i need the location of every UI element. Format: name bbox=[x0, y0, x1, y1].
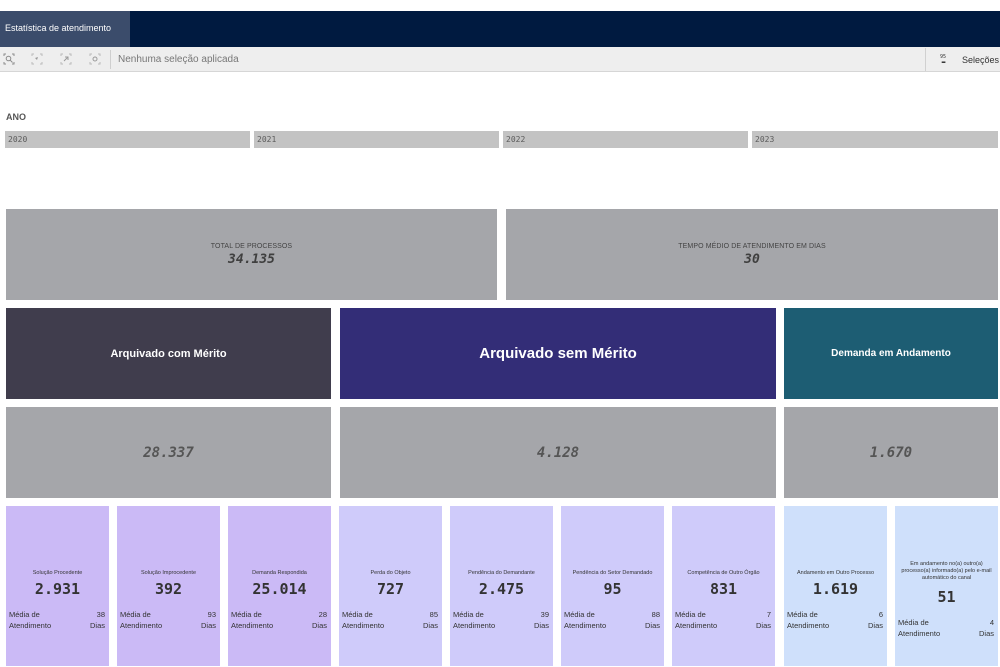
detail-card: Pendência do Demandante 2.475 Média de A… bbox=[450, 506, 553, 666]
category-value: 4.128 bbox=[536, 444, 580, 461]
kpi-value: 34.135 bbox=[228, 251, 275, 267]
clear-selections-icon[interactable] bbox=[88, 52, 102, 66]
lasso-icon[interactable] bbox=[30, 52, 44, 66]
detail-card-dias: 88 Dias bbox=[644, 610, 660, 630]
detail-card-dias: 39 Dias bbox=[533, 610, 549, 630]
detail-card-value: 1.619 bbox=[812, 580, 859, 598]
step-back-icon[interactable] bbox=[59, 52, 73, 66]
detail-card-title: Competência de Outro Órgão bbox=[687, 570, 760, 576]
category-arquivado-sem-merito: Arquivado sem Mérito bbox=[340, 308, 776, 399]
detail-card-title: Andamento em Outro Processo bbox=[796, 570, 875, 576]
detail-card-media-label: Média de Atendimento bbox=[9, 610, 52, 630]
detail-card: Solução Procedente 2.931 Média de Atendi… bbox=[6, 506, 109, 666]
detail-card-value: 51 bbox=[937, 588, 956, 606]
year-filter-label: ANO bbox=[6, 112, 26, 122]
detail-card: Solução Improcedente 392 Média de Atendi… bbox=[117, 506, 220, 666]
detail-card-value: 727 bbox=[376, 580, 405, 598]
detail-card-dias: 85 Dias bbox=[422, 610, 438, 630]
detail-card-value: 25.014 bbox=[252, 580, 307, 598]
detail-card-media-label: Média de Atendimento bbox=[453, 610, 496, 630]
category-value-box: 1.670 bbox=[784, 407, 998, 498]
detail-card-media-label: Média de Atendimento bbox=[564, 610, 607, 630]
detail-card-dias: 38 Dias bbox=[89, 610, 105, 630]
detail-card-media-label: Média de Atendimento bbox=[231, 610, 274, 630]
kpi-title: TEMPO MÉDIO DE ATENDIMENTO EM DIAS bbox=[678, 242, 826, 250]
detail-card-title: Pendência do Demandante bbox=[468, 570, 535, 576]
detail-card: Andamento em Outro Processo 1.619 Média … bbox=[784, 506, 887, 666]
year-option-2021[interactable]: 2021 bbox=[254, 131, 499, 148]
kpi-title: TOTAL DE PROCESSOS bbox=[210, 242, 293, 250]
detail-card: Pendência do Setor Demandado 95 Média de… bbox=[561, 506, 664, 666]
toolbar-divider bbox=[925, 48, 926, 71]
detail-card-title: Solução Procedente bbox=[32, 570, 83, 576]
detail-card-dias: 93 Dias bbox=[200, 610, 216, 630]
detail-card-dias: 6 Dias bbox=[867, 610, 883, 630]
selections-grid-count: 95 bbox=[939, 53, 947, 60]
detail-card-media-label: Média de Atendimento bbox=[898, 618, 941, 638]
selections-grid-icon[interactable]: 95 ▪▪▪ bbox=[939, 53, 947, 66]
detail-card-dias: 4 Dias bbox=[978, 618, 994, 638]
detail-card-media-label: Média de Atendimento bbox=[120, 610, 163, 630]
detail-card-dias: 7 Dias bbox=[755, 610, 771, 630]
detail-card-value: 2.475 bbox=[478, 580, 525, 598]
detail-card-media-label: Média de Atendimento bbox=[675, 610, 718, 630]
detail-card: Demanda Respondida 25.014 Média de Atend… bbox=[228, 506, 331, 666]
year-option-2023[interactable]: 2023 bbox=[752, 131, 998, 148]
kpi-value: 30 bbox=[744, 251, 760, 267]
category-value-box: 4.128 bbox=[340, 407, 776, 498]
category-demanda-em-andamento: Demanda em Andamento bbox=[784, 308, 998, 399]
toolbar-divider bbox=[110, 50, 111, 69]
detail-card-value: 392 bbox=[154, 580, 183, 598]
detail-card-title: Pendência do Setor Demandado bbox=[572, 570, 653, 576]
kpi-total-processos: TOTAL DE PROCESSOS 34.135 bbox=[6, 209, 497, 300]
detail-card: Perda do Objeto 727 Média de Atendimento… bbox=[339, 506, 442, 666]
year-option-2022[interactable]: 2022 bbox=[503, 131, 748, 148]
detail-card-title: Em andamento no(a) outro(a) processo(a) … bbox=[901, 561, 992, 581]
selection-status-text: Nenhuma seleção aplicada bbox=[118, 54, 239, 65]
detail-card-value: 2.931 bbox=[34, 580, 81, 598]
top-navigation-bar bbox=[0, 11, 1000, 47]
detail-card-title: Solução Improcedente bbox=[140, 570, 197, 576]
detail-card-media-label: Média de Atendimento bbox=[342, 610, 385, 630]
selections-toolbar bbox=[0, 47, 1000, 72]
category-value: 1.670 bbox=[869, 444, 913, 461]
sheet-title-tab[interactable]: Estatística de atendimento bbox=[0, 11, 130, 47]
detail-card: Em andamento no(a) outro(a) processo(a) … bbox=[895, 506, 998, 666]
detail-card-value: 95 bbox=[603, 580, 622, 598]
kpi-tempo-medio: TEMPO MÉDIO DE ATENDIMENTO EM DIAS 30 bbox=[506, 209, 998, 300]
smart-search-icon[interactable] bbox=[2, 52, 16, 66]
category-arquivado-com-merito: Arquivado com Mérito bbox=[6, 308, 331, 399]
detail-card: Competência de Outro Órgão 831 Média de … bbox=[672, 506, 775, 666]
selections-button[interactable]: Seleções bbox=[962, 55, 1000, 65]
year-option-2020[interactable]: 2020 bbox=[5, 131, 250, 148]
category-value-box: 28.337 bbox=[6, 407, 331, 498]
detail-card-title: Perda do Objeto bbox=[370, 570, 411, 576]
detail-card-value: 831 bbox=[709, 580, 738, 598]
category-value: 28.337 bbox=[143, 444, 194, 461]
detail-card-title: Demanda Respondida bbox=[252, 570, 307, 576]
detail-card-dias: 28 Dias bbox=[311, 610, 327, 630]
detail-card-media-label: Média de Atendimento bbox=[787, 610, 830, 630]
